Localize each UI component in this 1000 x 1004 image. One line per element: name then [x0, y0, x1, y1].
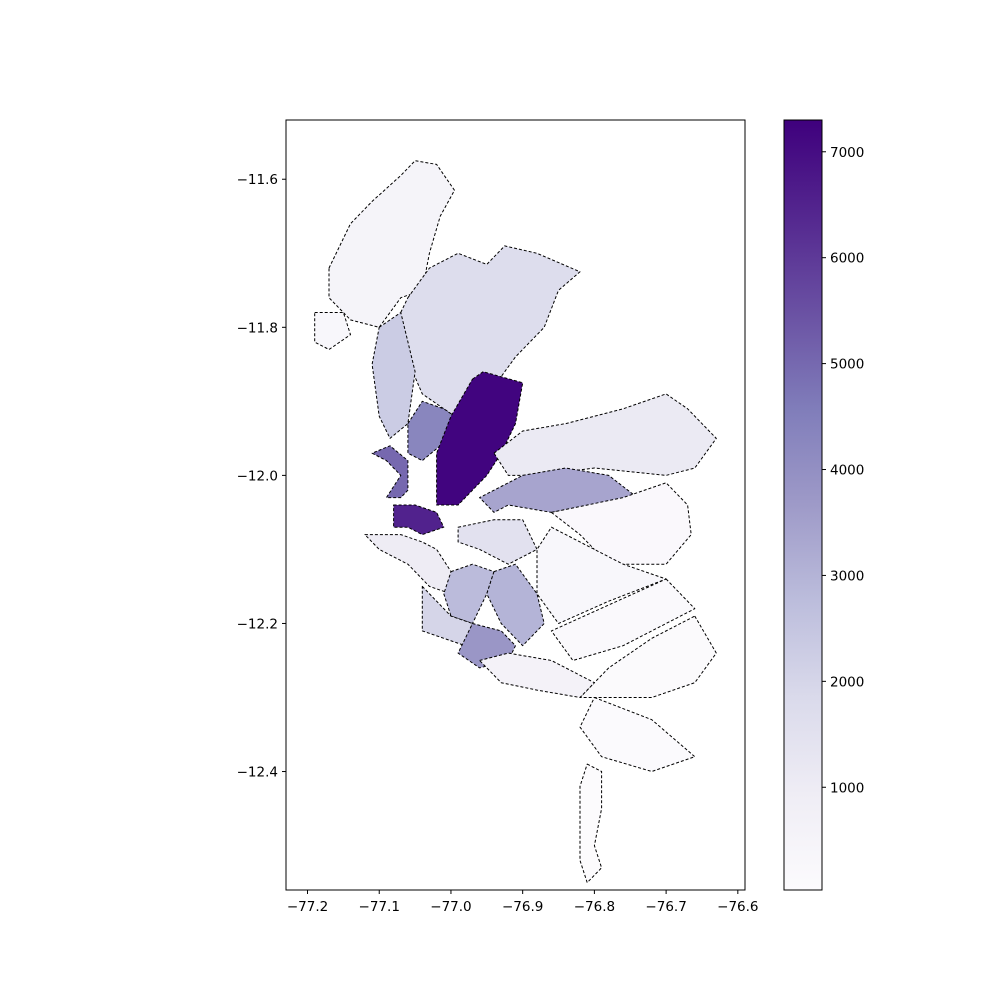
y-tick-label: −12.4: [237, 765, 278, 781]
y-axis: −11.6 −11.8 −12.0 −12.2 −12.4: [237, 172, 286, 781]
y-tick-label: −12.2: [237, 616, 278, 632]
colorbar-tick-label: 1000: [830, 780, 864, 796]
map-region: [443, 563, 495, 624]
x-tick-label: −77.0: [430, 899, 471, 915]
x-tick-label: −76.9: [502, 899, 543, 915]
map-region: [579, 763, 603, 884]
map-region: [486, 563, 545, 647]
map-region: [364, 534, 452, 595]
x-axis: −77.2 −77.1 −77.0 −76.9 −76.8 −76.7 −76.6: [287, 890, 759, 915]
map-region: [579, 615, 717, 698]
map-region: [579, 697, 696, 772]
map-region: [550, 482, 692, 565]
colorbar-tick-label: 2000: [830, 674, 864, 690]
x-tick-label: −76.7: [645, 899, 686, 915]
y-tick-label: −11.8: [237, 320, 278, 336]
y-tick-label: −11.6: [237, 172, 278, 188]
map-region: [457, 519, 538, 565]
map-region: [436, 371, 524, 506]
map-region: [393, 504, 445, 536]
map-region: [550, 578, 696, 661]
colorbar-tick-label: 4000: [830, 463, 864, 479]
map-region: [479, 467, 638, 513]
colorbar-axis: 1000 2000 3000 4000 5000 6000 7000: [822, 145, 864, 796]
x-tick-label: −76.6: [717, 899, 758, 915]
map-regions: [314, 160, 717, 884]
colorbar-tick-label: 6000: [830, 251, 864, 267]
colorbar: [783, 119, 823, 891]
colorbar-tick-label: 3000: [830, 568, 864, 584]
map-region: [314, 312, 351, 350]
map-region: [493, 393, 717, 476]
map-region: [536, 526, 667, 624]
y-tick-label: −12.0: [237, 468, 278, 484]
map-region: [393, 245, 581, 417]
map-region: [407, 400, 455, 462]
map-region: [371, 445, 409, 499]
x-tick-label: −77.2: [287, 899, 328, 915]
x-tick-label: −77.1: [359, 899, 400, 915]
colorbar-tick-label: 5000: [830, 357, 864, 373]
map-region: [479, 652, 595, 698]
colorbar-tick-label: 7000: [830, 145, 864, 161]
map-region: [371, 312, 416, 439]
x-tick-label: −76.8: [574, 899, 615, 915]
map-axes-frame: [285, 119, 746, 891]
